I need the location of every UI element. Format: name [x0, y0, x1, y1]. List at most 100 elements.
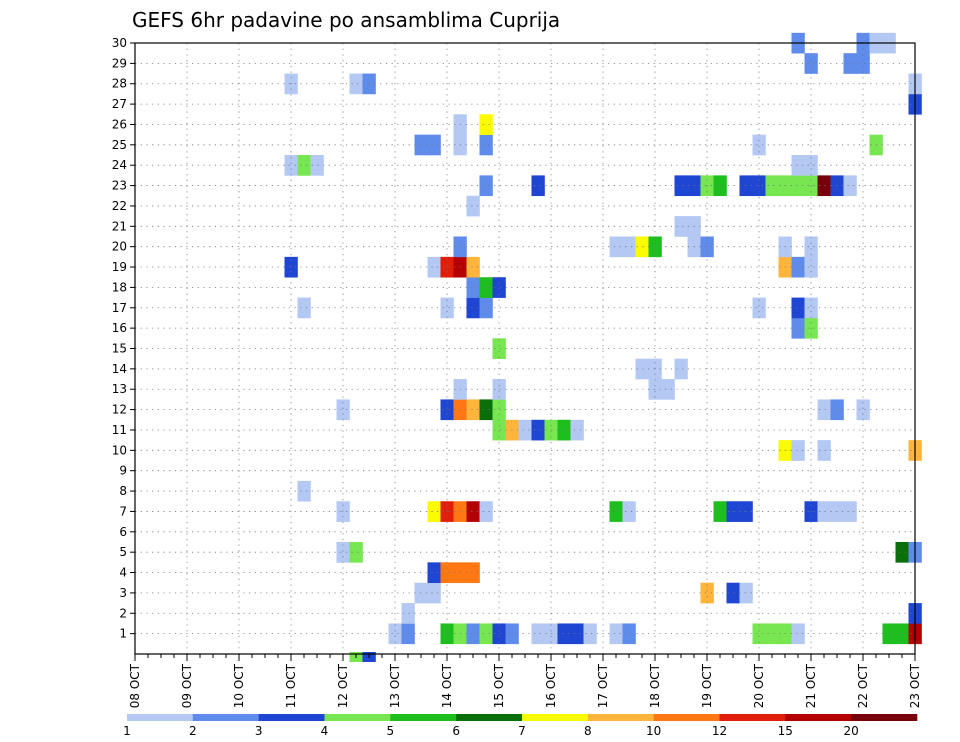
heatmap-cell: [466, 399, 480, 421]
y-tick-label: 15: [112, 342, 127, 356]
heatmap-cell: [492, 419, 506, 441]
y-tick-label: 14: [112, 362, 127, 376]
x-tick-label: 22 OCT: [856, 663, 870, 708]
heatmap-cell: [466, 256, 480, 278]
y-tick-label: 28: [112, 77, 127, 91]
heatmap-cell: [479, 623, 493, 645]
heatmap-cell: [791, 623, 805, 645]
heatmap-cell: [557, 419, 571, 441]
legend-label: 3: [255, 724, 263, 738]
legend-swatch: [522, 714, 589, 721]
heatmap-cell: [336, 399, 350, 421]
y-tick-label: 5: [119, 545, 127, 559]
legend-swatch: [653, 714, 720, 721]
heatmap-cell: [765, 175, 779, 197]
heatmap-cell: [752, 623, 766, 645]
heatmap-cell: [479, 399, 493, 421]
heatmap-cells: [284, 32, 922, 662]
heatmap-cell: [557, 623, 571, 645]
heatmap-cell: [427, 256, 441, 278]
heatmap-cell: [440, 297, 454, 319]
legend-label: 7: [518, 724, 526, 738]
y-tick-label: 3: [119, 586, 127, 600]
y-tick-label: 11: [112, 423, 127, 437]
grid-lines: [135, 42, 915, 654]
heatmap-cell: [440, 562, 454, 584]
heatmap-cell: [440, 399, 454, 421]
heatmap-cell: [466, 623, 480, 645]
heatmap-cell: [791, 256, 805, 278]
legend-label: 1: [123, 724, 131, 738]
legend-label: 10: [646, 724, 661, 738]
heatmap-cell: [479, 297, 493, 319]
heatmap-cell: [661, 379, 675, 400]
heatmap-cell: [791, 175, 805, 197]
y-tick-label: 19: [112, 260, 127, 274]
heatmap-cell: [284, 256, 298, 278]
heatmap-cell: [492, 623, 506, 645]
legend-swatch: [587, 714, 654, 721]
heatmap-cell: [895, 541, 909, 563]
heatmap-cell: [492, 379, 506, 400]
legend-label: 4: [321, 724, 329, 738]
heatmap-cell: [804, 53, 818, 74]
y-tick-label: 1: [119, 627, 127, 641]
chart-title: GEFS 6hr padavine po ansamblima Cuprija: [132, 8, 560, 32]
heatmap-cell: [427, 582, 441, 604]
heatmap-cell: [427, 562, 441, 584]
heatmap-cell: [804, 155, 818, 176]
y-tick-label: 17: [112, 301, 127, 315]
heatmap-cell: [466, 562, 480, 584]
heatmap-cell: [700, 582, 714, 604]
heatmap-cell: [791, 155, 805, 176]
heatmap-cell: [492, 399, 506, 421]
heatmap-cell: [739, 501, 753, 522]
heatmap-cell: [531, 175, 545, 197]
heatmap-cell: [752, 297, 766, 319]
heatmap-cell: [297, 480, 311, 502]
heatmap-cell: [518, 419, 532, 441]
x-tick-label: 21 OCT: [804, 663, 818, 708]
heatmap-cell: [609, 236, 623, 258]
heatmap-cell: [674, 216, 688, 237]
heatmap-cell: [401, 623, 415, 645]
heatmap-cell: [791, 440, 805, 461]
heatmap-cell: [635, 236, 649, 258]
heatmap-cell: [635, 358, 649, 380]
y-tick-label: 25: [112, 138, 127, 152]
y-tick-label: 9: [119, 464, 127, 478]
legend-swatch: [192, 714, 259, 721]
heatmap-cell: [349, 541, 363, 563]
y-tick-label: 10: [112, 443, 127, 457]
heatmap-cell: [336, 541, 350, 563]
heatmap-cell: [622, 623, 636, 645]
heatmap-cell: [531, 623, 545, 645]
x-tick-label: 11 OCT: [284, 663, 298, 708]
heatmap-cell: [674, 175, 688, 197]
x-tick-label: 08 OCT: [128, 663, 142, 708]
heatmap-cell: [726, 582, 740, 604]
x-tick-label: 09 OCT: [180, 663, 194, 708]
heatmap-cell: [297, 297, 311, 319]
heatmap-cell: [622, 236, 636, 258]
heatmap-cell: [583, 623, 597, 645]
heatmap-cell: [713, 175, 727, 197]
y-tick-label: 16: [112, 321, 127, 335]
legend-swatch: [127, 714, 194, 721]
legend-label: 6: [452, 724, 460, 738]
y-tick-label: 6: [119, 525, 127, 539]
plot-frame: [134, 42, 916, 655]
legend-label: 8: [584, 724, 592, 738]
heatmap-cell: [713, 501, 727, 522]
y-tick-label: 13: [112, 382, 127, 396]
heatmap-cell: [609, 501, 623, 522]
heatmap-cell: [570, 623, 584, 645]
heatmap-cell: [427, 501, 441, 522]
legend-swatch: [258, 714, 325, 721]
heatmap-cell: [440, 256, 454, 278]
heatmap-cell: [817, 399, 831, 421]
x-tick-label: 16 OCT: [544, 663, 558, 708]
heatmap-cell: [882, 623, 896, 645]
y-tick-label: 27: [112, 97, 127, 111]
